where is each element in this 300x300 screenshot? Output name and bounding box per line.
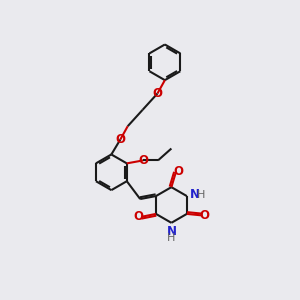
Text: O: O — [200, 209, 210, 222]
Text: O: O — [173, 165, 183, 178]
Text: N: N — [190, 188, 200, 201]
Text: O: O — [133, 210, 143, 224]
Text: O: O — [138, 154, 148, 167]
Text: O: O — [152, 87, 162, 100]
Text: O: O — [115, 133, 125, 146]
Text: H: H — [196, 190, 205, 200]
Text: H: H — [167, 233, 176, 243]
Text: N: N — [167, 225, 176, 238]
